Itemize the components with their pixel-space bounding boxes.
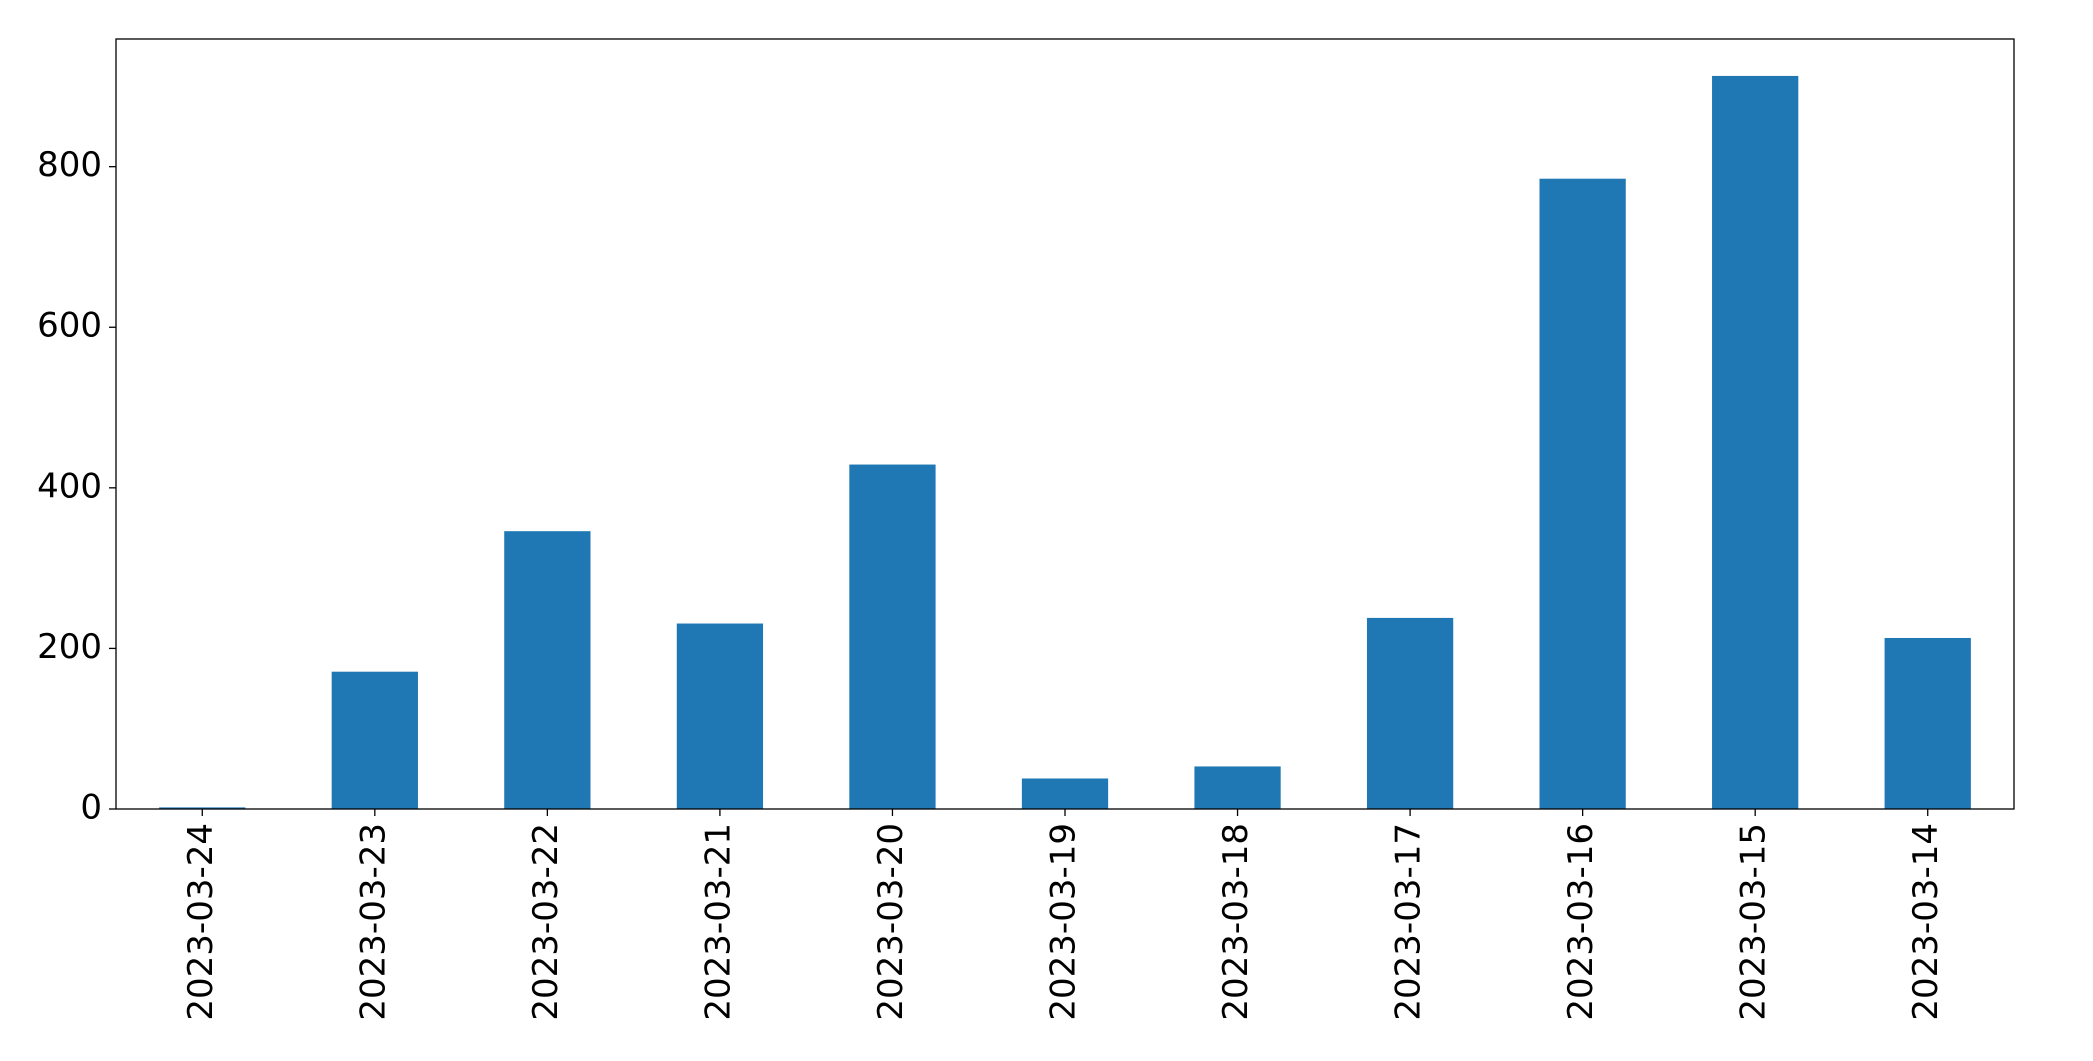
- x-tick-label: 2023-03-20: [871, 823, 911, 1021]
- y-tick-label: 800: [37, 145, 102, 185]
- x-tick-label: 2023-03-19: [1044, 823, 1084, 1021]
- bar: [1366, 617, 1454, 809]
- x-tick-label: 2023-03-23: [353, 823, 393, 1021]
- y-tick-label: 0: [80, 788, 102, 828]
- x-tick-label: 2023-03-22: [526, 823, 566, 1021]
- bar: [504, 531, 591, 809]
- x-tick-label: 2023-03-16: [1561, 823, 1601, 1021]
- bar: [1539, 178, 1626, 810]
- bar: [1194, 766, 1281, 809]
- x-tick-label: 2023-03-14: [1906, 823, 1946, 1021]
- bar: [676, 623, 764, 809]
- bar: [849, 464, 936, 809]
- y-tick-label: 400: [37, 466, 102, 506]
- x-tick-label: 2023-03-21: [698, 823, 738, 1021]
- bar: [1712, 75, 1799, 809]
- bar: [1884, 637, 1971, 809]
- bar: [1021, 778, 1109, 809]
- y-tick-label: 200: [37, 627, 102, 667]
- x-tick-label: 2023-03-15: [1734, 823, 1774, 1021]
- x-tick-label: 2023-03-24: [181, 823, 221, 1021]
- plot-frame: [115, 38, 2015, 810]
- y-tick-label: 600: [37, 306, 102, 346]
- bar: [331, 671, 418, 809]
- bar: [159, 807, 246, 809]
- x-tick-label: 2023-03-17: [1389, 823, 1429, 1021]
- x-tick-label: 2023-03-18: [1216, 823, 1256, 1021]
